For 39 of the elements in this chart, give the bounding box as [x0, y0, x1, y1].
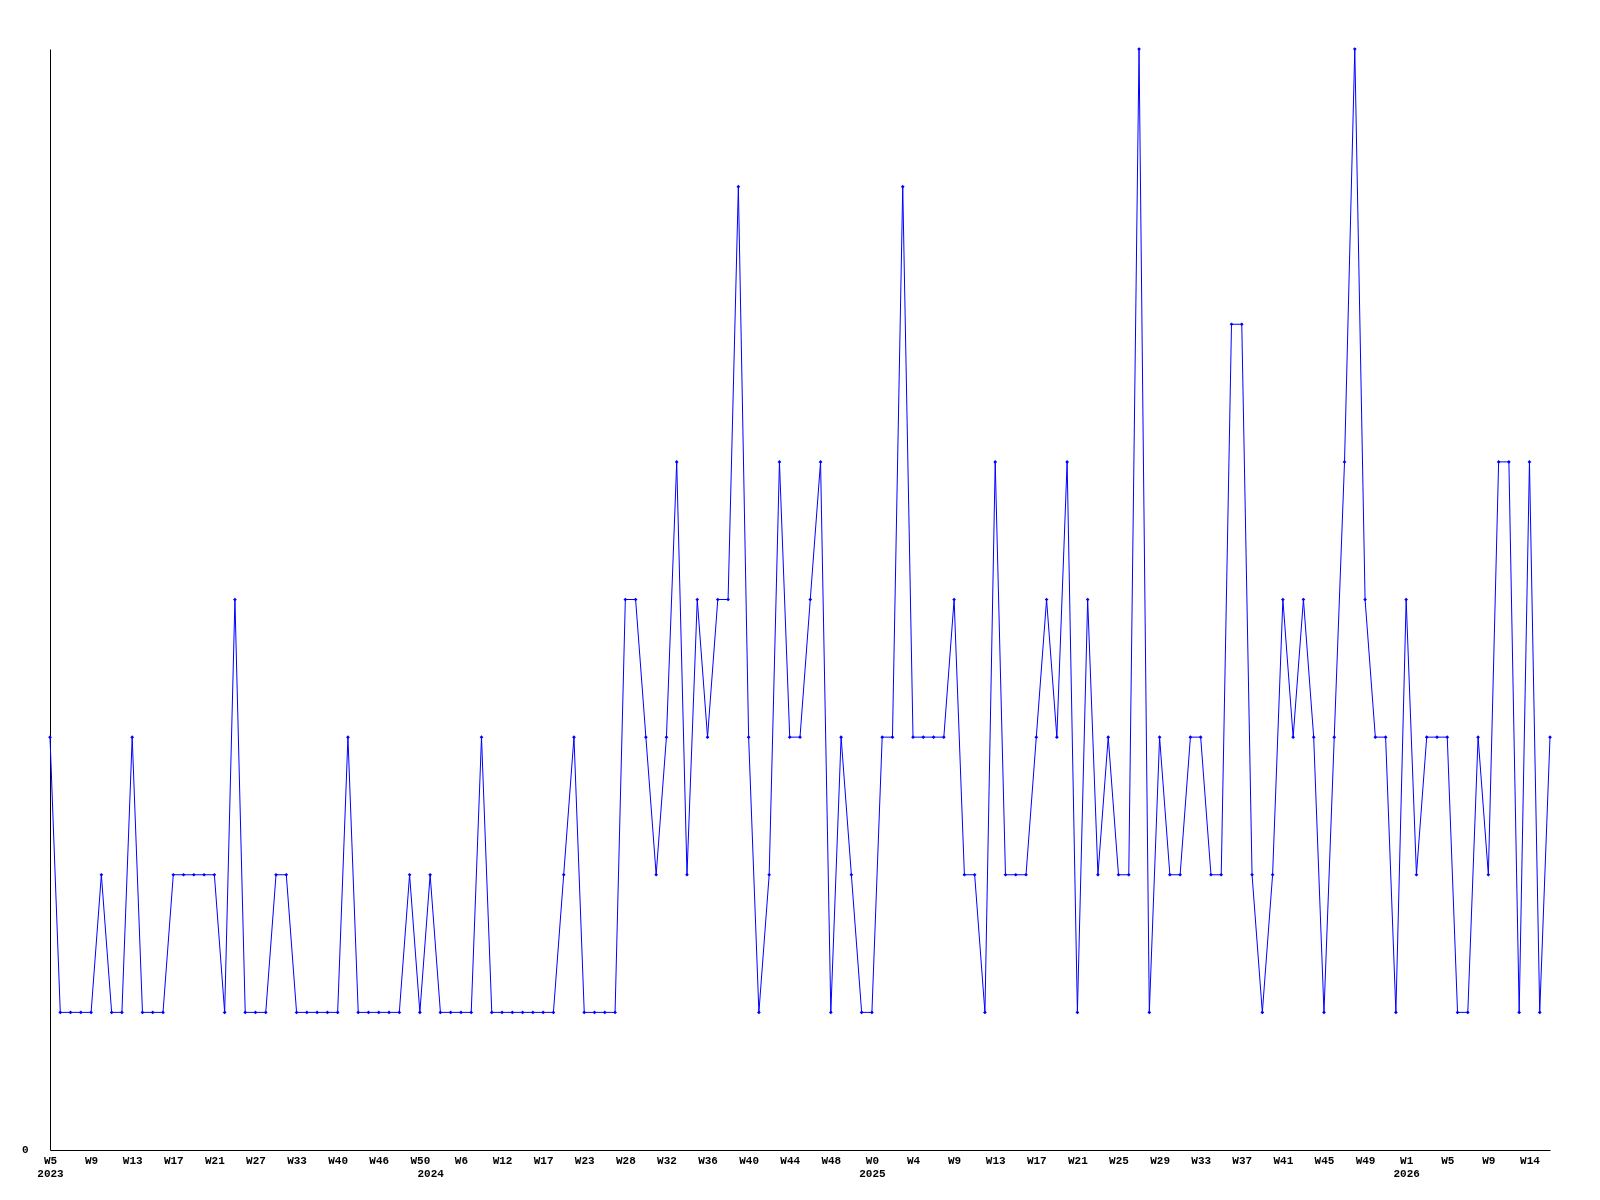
x-tick-label: W9 [1482, 1154, 1496, 1167]
x-tick-label: W50 [410, 1154, 431, 1167]
x-tick-label: W5 [1441, 1154, 1455, 1167]
x-tick-label: W46 [369, 1154, 390, 1167]
x-tick-label: W36 [698, 1154, 718, 1167]
x-tick-label: W13 [122, 1154, 143, 1167]
x-tick-label: W21 [204, 1154, 226, 1167]
x-tick-label: W33 [1191, 1154, 1212, 1167]
x-tick-label: W9 [948, 1154, 962, 1167]
x-tick-label: W17 [1026, 1154, 1047, 1167]
x-tick-label: W40 [739, 1154, 760, 1167]
x-tick-label: W45 [1314, 1154, 1335, 1167]
x-tick-label: 2024 [417, 1167, 445, 1180]
x-tick-label: W21 [1067, 1154, 1089, 1167]
x-tick-label: W28 [615, 1154, 637, 1167]
x-tick-label: W25 [1109, 1154, 1130, 1167]
x-tick-label: W6 [454, 1154, 469, 1167]
x-tick-label: W37 [1232, 1154, 1253, 1167]
x-tick-label: W41 [1273, 1154, 1294, 1167]
x-tick-label: W4 [906, 1154, 921, 1167]
x-tick-label: W0 2025 [859, 1154, 887, 1180]
x-tick-label: W40 [328, 1154, 349, 1167]
x-tick-label: W17 [163, 1154, 184, 1167]
x-tick-label: W44 [780, 1154, 801, 1167]
x-tick-label: W27 [246, 1154, 266, 1167]
x-tick-label: W29 [1150, 1154, 1170, 1167]
x-tick-label: W13 [985, 1154, 1006, 1167]
x-tick-label: W9 [84, 1154, 99, 1167]
x-tick-label: W33 [287, 1154, 308, 1167]
x-tick-label: W12 [492, 1154, 513, 1167]
x-tick-label: W48 [821, 1154, 842, 1167]
x-tick-label: W17 [533, 1154, 554, 1167]
text: 0 [22, 1144, 29, 1156]
x-tick-label: W14 [1520, 1154, 1541, 1167]
x-tick-label: W1 2026 [1393, 1154, 1420, 1180]
x-tick-label: W5 2023 [37, 1154, 65, 1180]
x-tick-label: W32 [657, 1154, 677, 1167]
x-tick-label: W23 [574, 1154, 596, 1167]
x-tick-label: W49 [1355, 1154, 1376, 1167]
